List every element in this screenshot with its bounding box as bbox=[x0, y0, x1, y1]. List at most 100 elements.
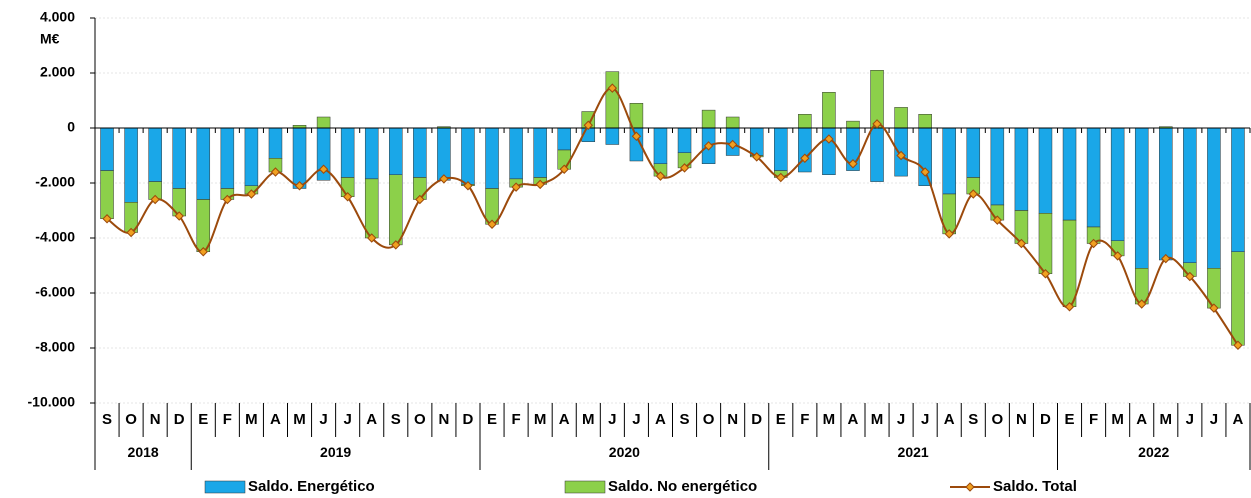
bar bbox=[461, 127, 475, 185]
bar bbox=[533, 127, 547, 178]
line-marker bbox=[222, 194, 233, 205]
x-tick-label: M bbox=[823, 411, 836, 428]
line-marker bbox=[439, 174, 449, 184]
bar bbox=[220, 127, 235, 189]
line-marker bbox=[679, 163, 690, 173]
bar bbox=[846, 120, 860, 129]
x-tick-label: M bbox=[293, 411, 306, 428]
x-tick-label: A bbox=[1233, 411, 1244, 428]
bar bbox=[942, 127, 956, 195]
line-marker bbox=[727, 139, 738, 150]
y-tick-label: 2.000 bbox=[40, 64, 75, 80]
line-marker bbox=[824, 134, 834, 144]
x-tick-label: O bbox=[125, 411, 137, 428]
bar bbox=[389, 174, 403, 246]
bar bbox=[1086, 127, 1101, 228]
x-tick-label: A bbox=[848, 411, 859, 428]
line-marker bbox=[703, 141, 714, 151]
x-tick-label: J bbox=[343, 411, 351, 428]
year-label: 2019 bbox=[320, 444, 351, 460]
bar bbox=[485, 127, 499, 189]
x-tick-label: O bbox=[703, 411, 715, 428]
x-tick-label: D bbox=[174, 411, 185, 428]
y-tick-label: -6.000 bbox=[35, 284, 75, 300]
y-tick-label: -8.000 bbox=[35, 339, 75, 355]
line-marker bbox=[246, 189, 257, 199]
line-marker bbox=[342, 192, 353, 202]
x-tick-label: S bbox=[680, 411, 690, 428]
line-marker bbox=[415, 194, 425, 205]
legend-swatch bbox=[564, 480, 606, 494]
line-marker bbox=[607, 83, 618, 93]
bar bbox=[1159, 127, 1173, 261]
bar bbox=[557, 127, 571, 151]
bar bbox=[701, 109, 716, 129]
x-tick-label: N bbox=[1016, 411, 1027, 428]
year-label: 2018 bbox=[128, 444, 159, 460]
year-label: 2021 bbox=[898, 444, 929, 460]
line-marker bbox=[968, 189, 978, 199]
x-tick-label: J bbox=[608, 411, 616, 428]
x-tick-label: O bbox=[992, 411, 1004, 428]
line-marker bbox=[752, 152, 762, 162]
x-tick-label: F bbox=[1089, 411, 1098, 428]
line-marker bbox=[174, 211, 184, 221]
line-marker bbox=[391, 240, 401, 250]
bar bbox=[413, 127, 427, 178]
bar bbox=[605, 127, 620, 145]
line-marker bbox=[872, 119, 882, 129]
bar bbox=[1038, 127, 1053, 214]
x-tick-label: J bbox=[897, 411, 905, 428]
x-tick-label: J bbox=[1186, 411, 1194, 428]
y-tick-label: -2.000 bbox=[35, 174, 75, 190]
bar bbox=[605, 71, 620, 129]
x-tick-label: F bbox=[223, 411, 232, 428]
y-tick-label: -10.000 bbox=[28, 394, 76, 410]
bar bbox=[292, 127, 307, 189]
x-tick-label: F bbox=[512, 411, 521, 428]
bar bbox=[1062, 219, 1077, 307]
bar bbox=[1207, 127, 1221, 269]
line-marker bbox=[1209, 303, 1219, 313]
line-marker bbox=[992, 215, 1003, 225]
line-marker bbox=[1233, 340, 1243, 350]
line-marker bbox=[944, 229, 954, 239]
year-label: 2022 bbox=[1138, 444, 1169, 460]
bar bbox=[364, 127, 379, 180]
bar bbox=[918, 114, 932, 129]
line-marker bbox=[150, 194, 160, 205]
line-marker bbox=[1137, 299, 1147, 309]
line-marker bbox=[848, 159, 858, 169]
x-tick-label: E bbox=[487, 411, 497, 428]
bar bbox=[172, 127, 186, 189]
line-marker bbox=[535, 179, 545, 190]
bar bbox=[725, 116, 740, 129]
line-marker bbox=[511, 182, 521, 192]
x-tick-label: M bbox=[245, 411, 258, 428]
bar bbox=[966, 127, 981, 178]
x-tick-label: N bbox=[150, 411, 161, 428]
line-marker bbox=[270, 167, 281, 177]
line-marker bbox=[463, 181, 473, 191]
bar bbox=[124, 127, 138, 203]
bar bbox=[148, 127, 162, 182]
x-tick-label: J bbox=[632, 411, 640, 428]
x-tick-label: D bbox=[1040, 411, 1051, 428]
line-marker bbox=[1112, 251, 1123, 261]
line-marker bbox=[367, 233, 377, 243]
x-tick-label: M bbox=[1111, 411, 1124, 428]
bar bbox=[1110, 127, 1125, 241]
x-tick-label: F bbox=[800, 411, 809, 428]
bar bbox=[437, 127, 451, 181]
bar bbox=[340, 127, 355, 178]
x-tick-label: J bbox=[1210, 411, 1218, 428]
line-marker bbox=[896, 150, 906, 161]
line-marker bbox=[631, 131, 642, 141]
line-marker bbox=[126, 227, 136, 238]
x-tick-label: A bbox=[655, 411, 666, 428]
bar bbox=[196, 199, 211, 252]
y-tick-label: 4.000 bbox=[40, 9, 75, 25]
bar bbox=[1134, 127, 1149, 269]
bar bbox=[1231, 251, 1245, 346]
